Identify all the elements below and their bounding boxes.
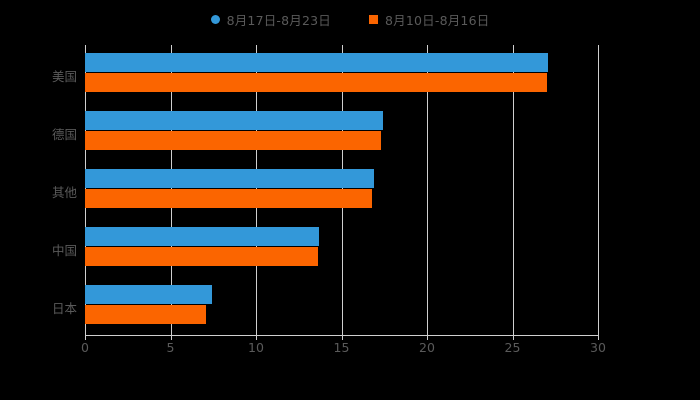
y-axis-category-label: 美国 xyxy=(51,69,77,84)
x-axis-tick-mark xyxy=(256,335,257,340)
x-axis-tick-mark xyxy=(427,335,428,340)
legend-circle-marker-icon xyxy=(210,14,220,24)
bar-series-1[interactable] xyxy=(85,73,547,92)
legend-label-series-1: 8月10日-8月16日 xyxy=(385,12,490,28)
x-axis-tick-label: 5 xyxy=(166,340,175,355)
bar-series-1[interactable] xyxy=(85,305,207,324)
x-axis-tick-label: 0 xyxy=(81,340,89,355)
bar-group xyxy=(85,161,598,219)
y-axis-category-label: 其他 xyxy=(51,185,77,200)
x-axis-tick-mark xyxy=(598,335,599,340)
gridline xyxy=(427,45,428,335)
x-axis-tick-mark xyxy=(170,335,172,340)
gridline xyxy=(512,45,514,335)
x-axis-tick-label: 25 xyxy=(504,340,521,355)
bar-series-1[interactable] xyxy=(85,247,318,266)
bar-group xyxy=(85,45,598,103)
legend-square-marker-icon xyxy=(369,14,378,24)
bar-series-0[interactable] xyxy=(85,227,320,246)
bar-series-1[interactable] xyxy=(85,189,373,208)
legend-label-series-0: 8月17日-8月23日 xyxy=(226,12,331,28)
x-axis-tick-mark xyxy=(85,335,86,340)
x-axis-tick-label: 20 xyxy=(419,340,435,355)
bar-series-0[interactable] xyxy=(85,169,374,188)
chart-legend: 8月17日-8月23日 8月10日-8月16日 xyxy=(0,8,700,30)
y-axis-category-label: 日本 xyxy=(51,301,77,316)
bar-series-0[interactable] xyxy=(85,111,383,130)
bar-series-0[interactable] xyxy=(85,285,212,304)
gridline xyxy=(598,45,599,335)
legend-item-series-0[interactable]: 8月17日-8月23日 xyxy=(210,10,331,29)
x-axis-tick-mark xyxy=(512,335,514,340)
bar-series-0[interactable] xyxy=(85,53,549,72)
bar-group xyxy=(85,219,598,277)
bar-series-1[interactable] xyxy=(85,131,381,150)
x-axis-tick-label: 30 xyxy=(590,340,606,355)
bar-group xyxy=(85,277,598,335)
x-axis-tick-label: 15 xyxy=(333,340,350,355)
bar-group xyxy=(85,103,598,161)
legend-item-series-1[interactable]: 8月10日-8月16日 xyxy=(369,10,489,29)
y-axis-category-label: 德国 xyxy=(51,127,77,142)
x-axis-tick-label: 10 xyxy=(248,340,264,355)
y-axis-category-label: 中国 xyxy=(51,243,77,258)
x-axis-tick-mark xyxy=(341,335,343,340)
plot-area xyxy=(85,45,599,335)
